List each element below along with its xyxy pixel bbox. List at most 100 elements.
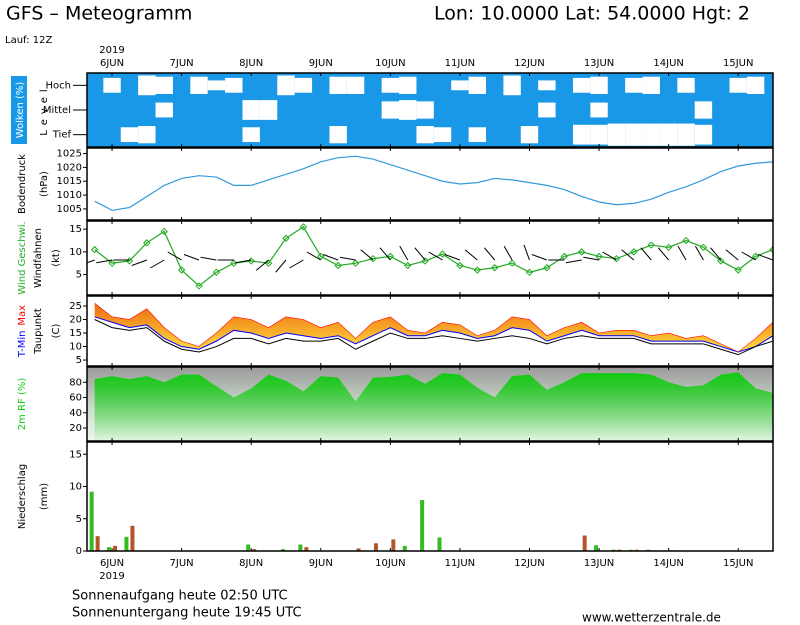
cloud-cell: [103, 77, 121, 93]
wind-barb: [464, 249, 478, 261]
cloud-cell: [155, 76, 173, 94]
panel-frame: [86, 220, 774, 296]
wind-barb: [306, 251, 322, 261]
cloud-cell: [381, 77, 400, 93]
marker: [647, 241, 655, 249]
level-label: Hoch: [46, 80, 71, 91]
y-tick-label: 15: [69, 449, 82, 460]
cloud-cell: [416, 126, 434, 144]
y-axis-label: (hPa): [39, 171, 50, 197]
x-tick-label: 13JUN: [584, 558, 614, 569]
wind-barb: [602, 251, 617, 261]
y-axis-label: T-Min Max: [17, 305, 28, 358]
cloud-cell: [538, 102, 556, 118]
y-axis-label: 2m RF (%): [17, 378, 28, 431]
series-line: [94, 319, 773, 356]
x-tick-label: 14JUN: [653, 58, 683, 69]
precip-bar: [582, 535, 587, 551]
marker: [751, 252, 760, 261]
cloud-cell: [625, 123, 643, 146]
wind-barb: [322, 254, 339, 261]
precip-bar: [89, 491, 94, 551]
title: GFS – Meteogramm: [6, 3, 192, 25]
series-line: [94, 155, 773, 211]
x-tick-label: 8JUN: [239, 558, 263, 569]
label-bg: [11, 76, 27, 144]
marker: [212, 268, 221, 277]
x-tick-label: 15JUN: [723, 558, 753, 569]
y-axis-label-part: Wind Geschwi.: [17, 221, 28, 294]
cloud-cell: [694, 124, 713, 145]
wind-barb: [339, 256, 356, 261]
x-tick-label: 12JUN: [514, 58, 544, 69]
marker: [612, 254, 621, 263]
wind-barb: [275, 259, 287, 273]
panel-frame: [86, 295, 774, 367]
cloud-cell: [242, 100, 260, 120]
cloud-cell: [625, 77, 643, 93]
cloud-cell: [677, 77, 695, 93]
precip-bar: [437, 537, 442, 551]
marker: [682, 236, 690, 245]
y-axis-label: Level: [39, 84, 50, 135]
marker: [160, 227, 168, 236]
y-tick-label: 1010: [57, 190, 82, 201]
y-tick-label: 10: [69, 342, 82, 353]
cloud-cell: [259, 100, 278, 120]
precip-bar: [124, 536, 129, 551]
y-axis-label-part: Taupunkt: [33, 308, 44, 355]
cloud-cell: [572, 124, 591, 145]
wind-barb: [640, 247, 652, 261]
cloud-cell: [538, 80, 556, 91]
y-axis-label-part: T-Min: [17, 331, 28, 359]
precip-bar: [373, 543, 378, 551]
series-line: [94, 316, 773, 353]
cloud-cell: [416, 101, 434, 119]
wind-barb: [621, 249, 635, 261]
y-tick-label: 60: [69, 393, 82, 404]
y-tick-label: 15: [69, 224, 82, 235]
marker: [490, 264, 499, 272]
cloud-cell: [329, 76, 347, 94]
wind-barb: [725, 249, 739, 261]
y-tick-label: 25: [69, 301, 82, 312]
x-tick-label: 7JUN: [170, 558, 194, 569]
marker: [195, 282, 203, 290]
cloud-cell: [590, 124, 608, 145]
y-axis-label-part: Niederschlag: [17, 464, 28, 529]
location: Lon: 10.0000 Lat: 54.0000 Hgt: 2: [434, 3, 750, 25]
panel-frame: [86, 441, 774, 552]
panel: [87, 223, 773, 290]
y-tick-label: 10: [69, 482, 82, 493]
precip-bar: [95, 536, 100, 551]
marker: [664, 243, 673, 252]
x-tick-label: 7JUN: [170, 58, 194, 69]
wind-barb: [379, 247, 391, 261]
x-tick-label: 13JUN: [584, 58, 614, 69]
marker: [734, 266, 742, 274]
precip-bar: [594, 545, 599, 551]
marker: [456, 261, 464, 270]
x-tick-label: 15JUN: [723, 58, 753, 69]
sunset: Sonnenuntergang heute 19:45 UTC: [72, 606, 302, 621]
y-axis-label: Niederschlag: [17, 464, 28, 529]
humidity-area: [94, 372, 773, 441]
cloud-cell: [138, 75, 156, 96]
cloud-cell: [346, 76, 365, 94]
precip-bar: [402, 545, 407, 551]
marker: [421, 257, 429, 265]
panel: [94, 155, 773, 211]
wind-barb: [523, 244, 530, 261]
y-axis-label-part: Windfahnen: [33, 228, 44, 288]
precip-bar: [420, 500, 425, 551]
precip-bar: [356, 548, 361, 551]
wind-barb: [565, 259, 582, 264]
wind-barb: [428, 251, 443, 261]
wind-barb: [503, 245, 513, 261]
level-label: Tief: [52, 130, 72, 141]
x-tick-label: 12JUN: [514, 558, 544, 569]
wind-barb: [256, 259, 269, 271]
marker: [525, 268, 534, 277]
series-line: [94, 303, 773, 353]
marker: [404, 261, 412, 270]
